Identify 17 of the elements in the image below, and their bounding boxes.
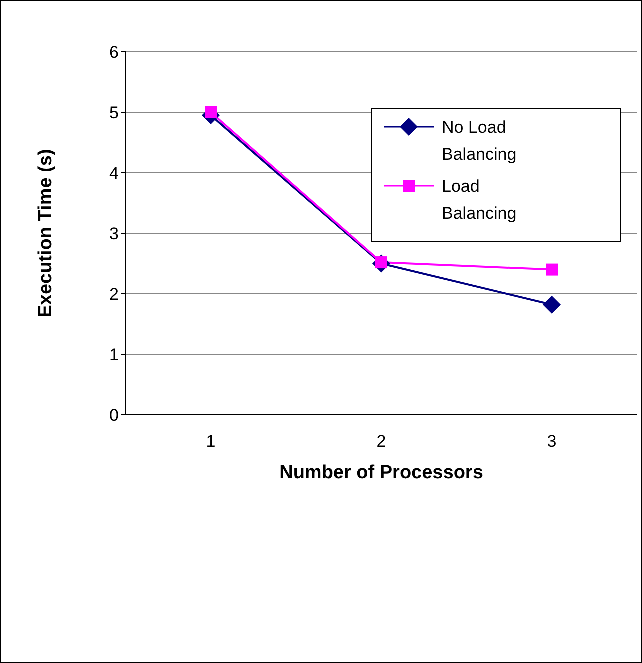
x-tick-label: 3	[547, 432, 557, 452]
y-tick-label: 1	[110, 346, 119, 365]
y-tick-label: 3	[110, 224, 119, 244]
legend-label: Load Balancing	[442, 176, 518, 225]
y-tick-label: 6	[110, 43, 119, 62]
y-tick-label: 0	[110, 406, 119, 426]
point	[543, 296, 561, 314]
point	[546, 264, 558, 276]
x-axis-title: Number of Processors	[280, 462, 484, 484]
y-axis-title: Execution Time (s)	[36, 149, 57, 318]
y-tick-label: 5	[110, 104, 119, 123]
x-tick-label: 1	[206, 432, 216, 452]
y-tick-label: 2	[110, 285, 119, 304]
point	[205, 106, 217, 118]
x-tick-label: 2	[376, 432, 386, 452]
legend-label: No Load Balancing	[442, 117, 518, 166]
y-tick-label: 4	[110, 164, 119, 184]
